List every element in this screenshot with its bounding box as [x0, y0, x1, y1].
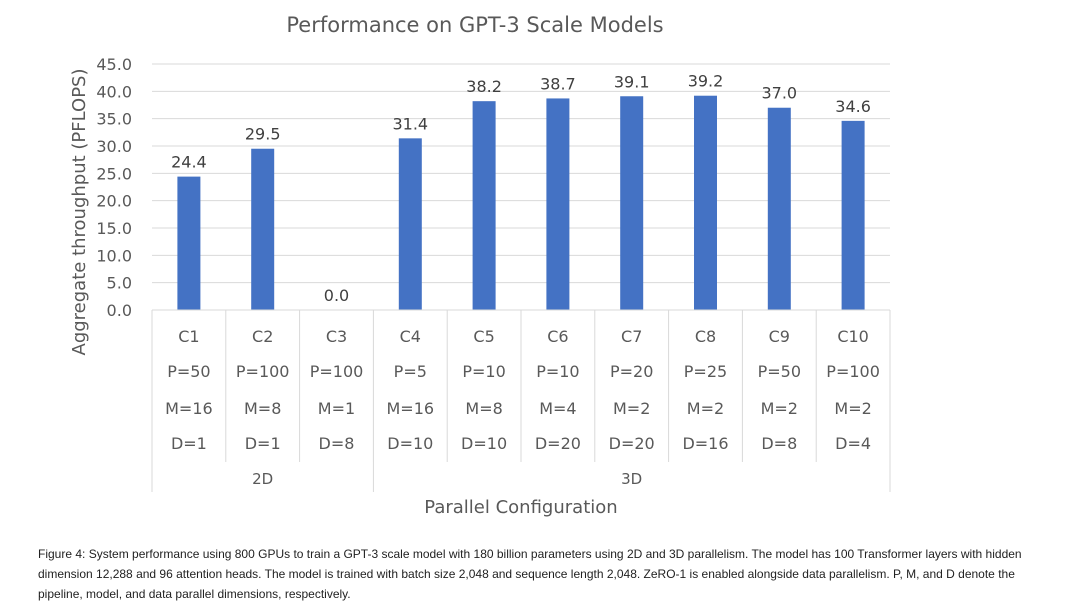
data-label: 37.0 [761, 84, 797, 103]
data-dim-label: D=1 [171, 434, 207, 453]
data-label: 38.7 [540, 74, 576, 93]
bar-c2 [251, 148, 275, 310]
category-label: C5 [473, 327, 494, 346]
y-tick-label: 40.0 [96, 82, 132, 101]
bar-c1 [177, 176, 201, 310]
category-label: C7 [621, 327, 642, 346]
model-dim-label: M=2 [761, 399, 798, 418]
data-dim-label: D=4 [835, 434, 871, 453]
data-label: 39.2 [688, 72, 724, 91]
pipeline-dim-label: P=50 [167, 362, 210, 381]
y-tick-label: 5.0 [107, 274, 132, 293]
y-axis-label: Aggregate throughput (PFLOPS) [69, 69, 90, 356]
category-label: C2 [252, 327, 273, 346]
data-label: 0.0 [324, 286, 349, 305]
bar-c4 [398, 138, 422, 310]
y-tick-label: 20.0 [96, 192, 132, 211]
pipeline-dim-label: P=25 [684, 362, 727, 381]
pipeline-dim-label: P=100 [236, 362, 290, 381]
model-dim-label: M=16 [165, 399, 213, 418]
data-dim-label: D=16 [682, 434, 728, 453]
y-tick-label: 10.0 [96, 246, 132, 265]
y-tick-label: 25.0 [96, 164, 132, 183]
y-tick-label: 30.0 [96, 137, 132, 156]
pipeline-dim-label: P=100 [310, 362, 364, 381]
data-label: 39.1 [614, 72, 650, 91]
model-dim-label: M=2 [687, 399, 724, 418]
group-label-2d: 2D [252, 470, 273, 488]
category-label: C3 [326, 327, 347, 346]
category-label: C10 [837, 327, 869, 346]
data-dim-label: D=8 [761, 434, 797, 453]
category-label: C6 [547, 327, 568, 346]
data-label: 31.4 [392, 114, 428, 133]
pipeline-dim-label: P=10 [536, 362, 579, 381]
category-label: C8 [695, 327, 716, 346]
y-tick-label: 0.0 [107, 301, 132, 320]
figure-caption: Figure 4: System performance using 800 G… [38, 547, 1022, 601]
pipeline-dim-label: P=10 [462, 362, 505, 381]
pipeline-dim-label: P=50 [758, 362, 801, 381]
data-dim-label: D=20 [535, 434, 581, 453]
pipeline-dim-label: P=20 [610, 362, 653, 381]
data-dim-label: D=10 [461, 434, 507, 453]
model-dim-label: M=4 [539, 399, 576, 418]
y-tick-label: 15.0 [96, 219, 132, 238]
group-label-3d: 3D [621, 470, 642, 488]
bar-c5 [472, 101, 496, 310]
model-dim-label: M=8 [244, 399, 281, 418]
data-label: 29.5 [245, 125, 281, 144]
y-tick-label: 45.0 [96, 55, 132, 74]
chart-title: Performance on GPT-3 Scale Models [286, 13, 663, 37]
pipeline-dim-label: P=5 [394, 362, 427, 381]
bar-c8 [694, 95, 717, 310]
bar-c9 [767, 107, 791, 310]
data-label: 24.4 [171, 153, 207, 172]
model-dim-label: M=2 [834, 399, 871, 418]
category-label: C4 [400, 327, 421, 346]
data-label: 38.2 [466, 77, 502, 96]
data-label: 34.6 [835, 97, 871, 116]
data-dim-label: D=10 [387, 434, 433, 453]
data-dim-label: D=20 [609, 434, 655, 453]
model-dim-label: M=2 [613, 399, 650, 418]
bar-c10 [841, 120, 865, 310]
bar-c7 [620, 96, 644, 311]
x-axis-label: Parallel Configuration [424, 497, 617, 518]
category-label: C9 [769, 327, 790, 346]
model-dim-label: M=8 [465, 399, 502, 418]
category-label: C1 [178, 327, 199, 346]
bar-c6 [546, 98, 570, 310]
y-tick-label: 35.0 [96, 110, 132, 129]
data-dim-label: D=1 [245, 434, 281, 453]
model-dim-label: M=1 [318, 399, 355, 418]
data-dim-label: D=8 [319, 434, 355, 453]
pipeline-dim-label: P=100 [826, 362, 880, 381]
bar-chart: Performance on GPT-3 Scale Models 0.0 5.0 1… [69, 13, 891, 518]
model-dim-label: M=16 [387, 399, 435, 418]
